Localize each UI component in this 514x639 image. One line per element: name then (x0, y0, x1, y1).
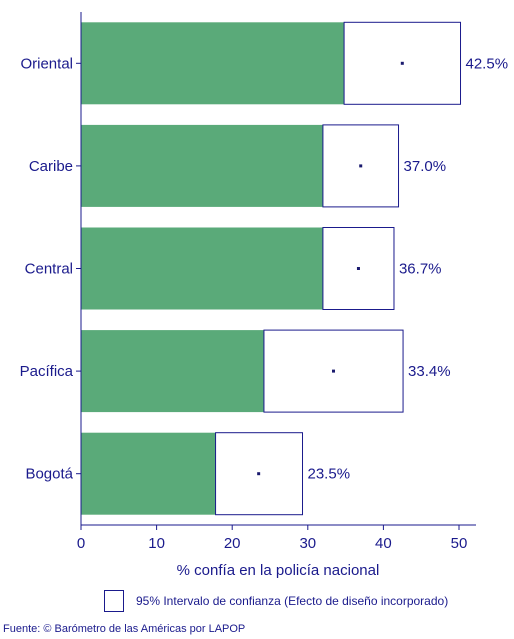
bar (81, 124, 323, 207)
value-label: 37.0% (404, 158, 447, 175)
x-tick-label: 10 (148, 535, 165, 552)
legend-label: 95% Intervalo de confianza (Efecto de di… (136, 594, 449, 608)
value-label: 23.5% (308, 466, 351, 483)
x-axis-title: % confía en la policía nacional (177, 562, 380, 579)
bar (81, 432, 216, 515)
x-tick-label: 30 (299, 535, 316, 552)
category-label: Pacífica (20, 363, 74, 380)
category-label: Central (25, 261, 73, 278)
category-label: Bogotá (25, 466, 73, 483)
point-estimate (356, 267, 360, 270)
legend: 95% Intervalo de confianza (Efecto de di… (104, 590, 448, 612)
bar (81, 227, 323, 310)
category-label: Caribe (29, 158, 73, 175)
source-note: Fuente: © Barómetro de las Américas por … (3, 623, 246, 635)
point-estimate (400, 61, 404, 65)
value-label: 33.4% (408, 363, 451, 380)
bar (81, 22, 345, 105)
value-label: 42.5% (466, 55, 509, 72)
x-tick-label: 40 (375, 535, 392, 552)
category-label: Oriental (20, 55, 73, 72)
point-estimate (257, 472, 261, 476)
x-tick-label: 50 (451, 535, 468, 552)
bar (81, 330, 264, 413)
point-estimate (359, 164, 363, 168)
x-tick-label: 20 (224, 535, 241, 552)
legend-ci-box (104, 590, 124, 612)
value-label: 36.7% (399, 261, 442, 278)
point-estimate (332, 369, 336, 373)
x-tick-label: 0 (77, 535, 85, 552)
